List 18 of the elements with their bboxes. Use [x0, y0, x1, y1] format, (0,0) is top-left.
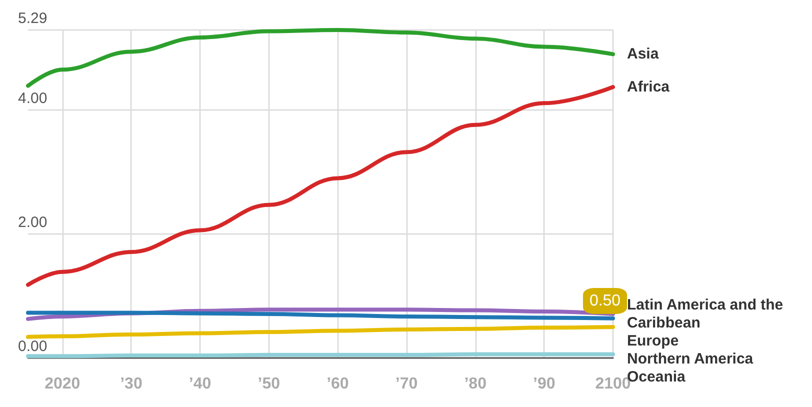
annotation: 0.50	[589, 292, 621, 310]
x-tick-label: ’30	[120, 376, 142, 392]
series-label: Asia	[627, 46, 660, 63]
x-tick-label: ’90	[533, 376, 556, 392]
x-tick-label: ’80	[464, 376, 487, 392]
x-tick-label: ’60	[326, 376, 349, 392]
y-tick-label: 0.00	[18, 338, 48, 355]
series-label: Northern America	[627, 350, 754, 368]
series-label: Africa	[627, 78, 670, 96]
series-label: Latin America and the Caribbean	[627, 296, 788, 332]
x-tick-label: ’70	[395, 376, 418, 392]
y-tick-label: 5.29	[18, 10, 48, 27]
x-tick-label: ’50	[258, 376, 280, 392]
x-tick-label: ’40	[188, 376, 212, 392]
x-tick-label: 2020	[44, 376, 80, 392]
series-label: Europe	[627, 332, 679, 350]
y-tick-label: 4.00	[18, 90, 48, 107]
y-tick-label: 2.00	[18, 214, 48, 231]
